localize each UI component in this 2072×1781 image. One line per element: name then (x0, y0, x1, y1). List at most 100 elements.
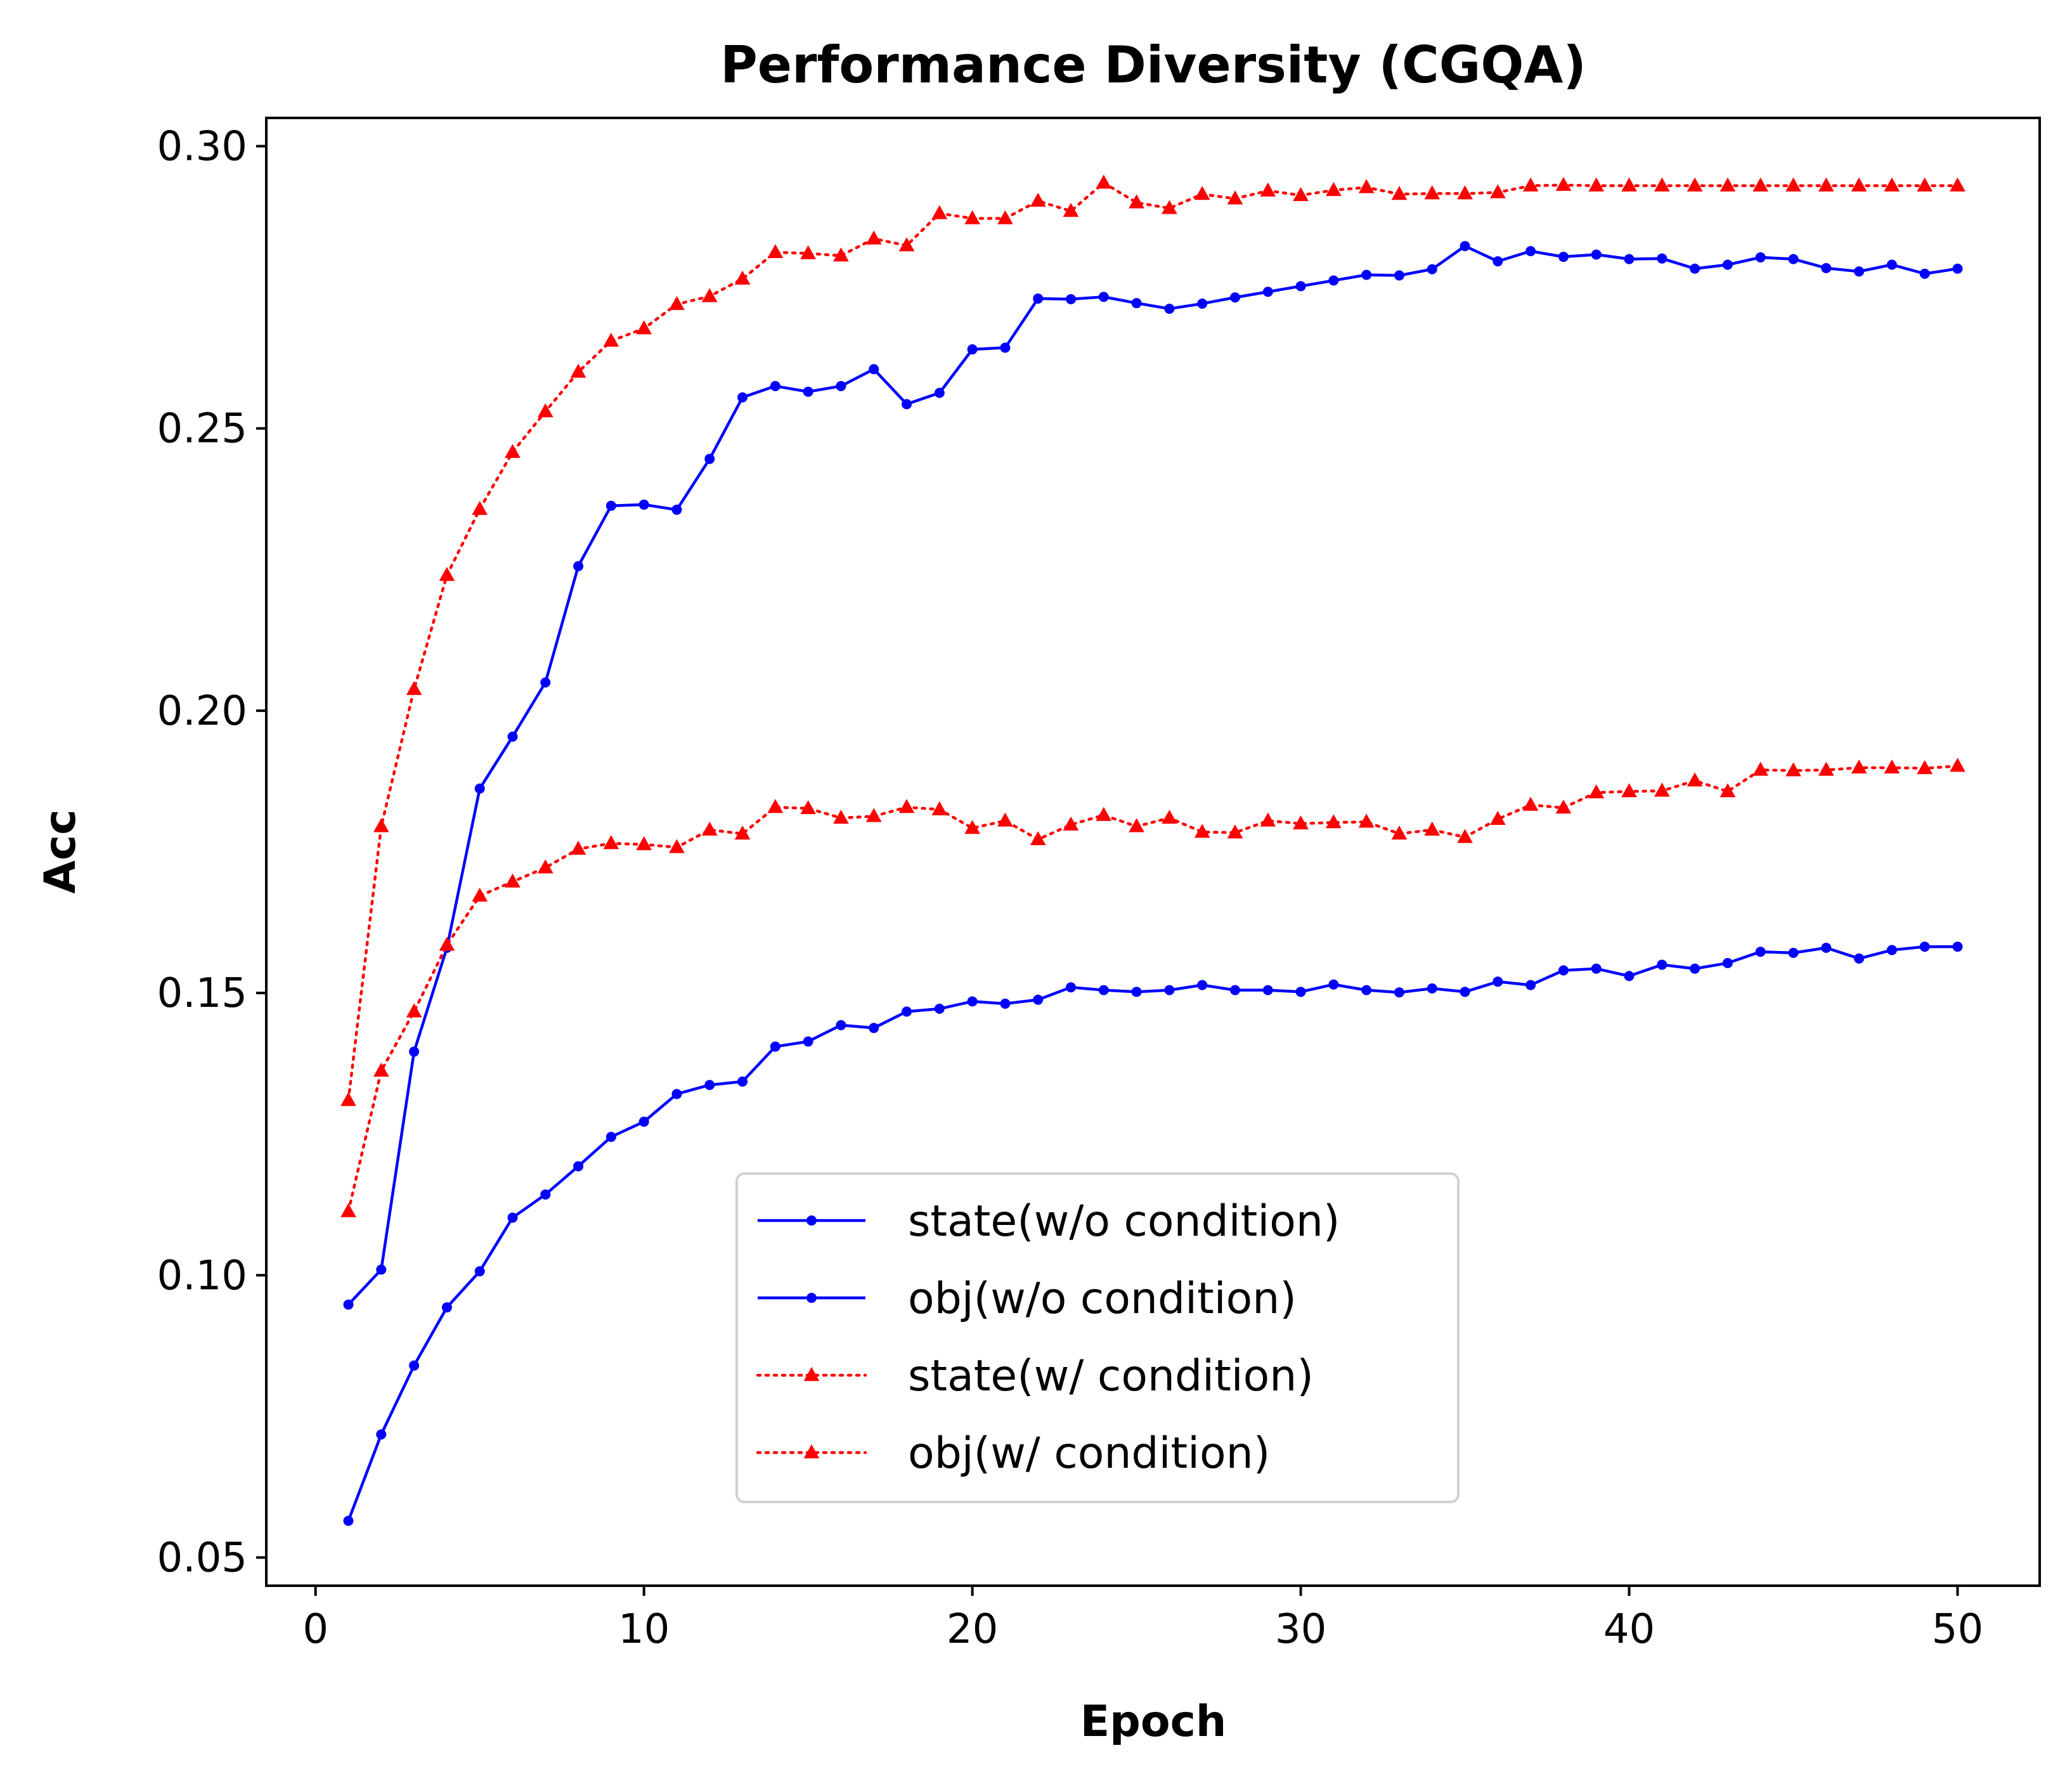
data-point (1328, 275, 1339, 286)
data-point (1098, 985, 1109, 995)
data-point (1558, 965, 1569, 976)
data-point (671, 1089, 682, 1099)
data-point (833, 810, 849, 824)
series-1 (343, 942, 1963, 1526)
data-point (1361, 985, 1372, 995)
data-point (803, 1036, 813, 1047)
data-point (934, 387, 945, 398)
series-layer (340, 174, 1965, 1526)
data-point (1752, 177, 1769, 191)
data-point (1722, 957, 1733, 968)
data-point (1197, 298, 1208, 309)
chart-title: Performance Diversity (CGQA) (720, 36, 1586, 94)
data-point (1391, 186, 1408, 200)
legend-item: obj(w/ condition) (756, 1428, 1270, 1479)
data-point (898, 237, 915, 252)
legend-marker (803, 1444, 820, 1459)
data-point (1952, 942, 1963, 952)
data-point (869, 364, 879, 375)
data-point (1818, 761, 1834, 776)
data-point (636, 320, 652, 335)
data-point (1295, 987, 1306, 997)
data-point (1687, 177, 1703, 191)
data-point (1654, 782, 1670, 797)
data-point (573, 1161, 584, 1172)
data-point (373, 818, 389, 832)
data-point (1326, 814, 1342, 829)
data-point (701, 821, 718, 836)
data-point (1063, 816, 1079, 831)
data-point (573, 560, 584, 571)
data-point (570, 363, 586, 378)
data-point (1591, 963, 1602, 974)
data-point (507, 1212, 518, 1223)
data-point (767, 243, 784, 259)
data-point (1525, 246, 1536, 257)
data-point (1621, 783, 1637, 798)
data-point (474, 783, 485, 794)
data-point (997, 210, 1013, 224)
data-point (1427, 983, 1437, 994)
data-point (1788, 254, 1799, 264)
data-point (1096, 806, 1112, 821)
data-point (1162, 810, 1177, 824)
data-point (671, 504, 682, 515)
data-point (439, 936, 455, 951)
data-point (1063, 202, 1079, 217)
data-point (770, 1041, 780, 1052)
data-point (1129, 818, 1144, 832)
series-4 (340, 174, 1965, 1106)
data-point (898, 799, 915, 813)
data-point (934, 1004, 945, 1014)
data-point (1851, 177, 1867, 191)
data-point (537, 403, 554, 418)
data-point (1424, 821, 1441, 836)
data-point (507, 731, 518, 742)
data-point (537, 859, 554, 874)
data-point (1719, 177, 1736, 191)
data-point (737, 392, 748, 403)
data-point (1358, 179, 1375, 193)
data-point (1785, 177, 1801, 191)
data-point (1030, 831, 1046, 846)
data-point (770, 380, 780, 391)
data-point (636, 836, 652, 851)
data-point (1588, 784, 1605, 799)
y-tick-label: 0.20 (157, 688, 248, 735)
y-tick-label: 0.25 (157, 406, 248, 453)
legend-marker (806, 1215, 817, 1226)
data-point (1492, 976, 1503, 987)
data-point (340, 1203, 356, 1217)
data-point (1394, 987, 1404, 998)
data-point (704, 453, 715, 464)
data-point (1391, 826, 1408, 840)
data-point (1919, 268, 1930, 279)
data-point (1194, 186, 1210, 200)
data-point (1328, 979, 1339, 990)
legend-item: state(w/o condition) (758, 1196, 1340, 1247)
data-point (1033, 994, 1044, 1005)
data-point (570, 841, 586, 855)
series-line (347, 945, 1958, 1522)
data-point (1293, 815, 1309, 830)
data-point (1919, 942, 1930, 952)
data-point (1427, 264, 1437, 275)
data-point (376, 1429, 387, 1440)
data-point (1952, 263, 1963, 274)
legend-label: obj(w/ condition) (908, 1428, 1270, 1479)
data-point (1394, 270, 1404, 281)
data-point (1788, 947, 1799, 958)
data-point (540, 1189, 551, 1200)
x-tick-label: 10 (618, 1606, 670, 1653)
y-axis-ticks: 0.05 0.10 0.15 0.20 0.25 0.30 (157, 124, 266, 1581)
data-point (865, 808, 882, 822)
series-2 (343, 241, 1963, 1310)
data-point (1492, 256, 1503, 267)
data-point (1066, 294, 1077, 304)
legend-label: obj(w/o condition) (908, 1274, 1297, 1324)
data-point (1164, 303, 1175, 314)
legend-label: state(w/ condition) (908, 1351, 1314, 1401)
data-point (833, 247, 849, 262)
